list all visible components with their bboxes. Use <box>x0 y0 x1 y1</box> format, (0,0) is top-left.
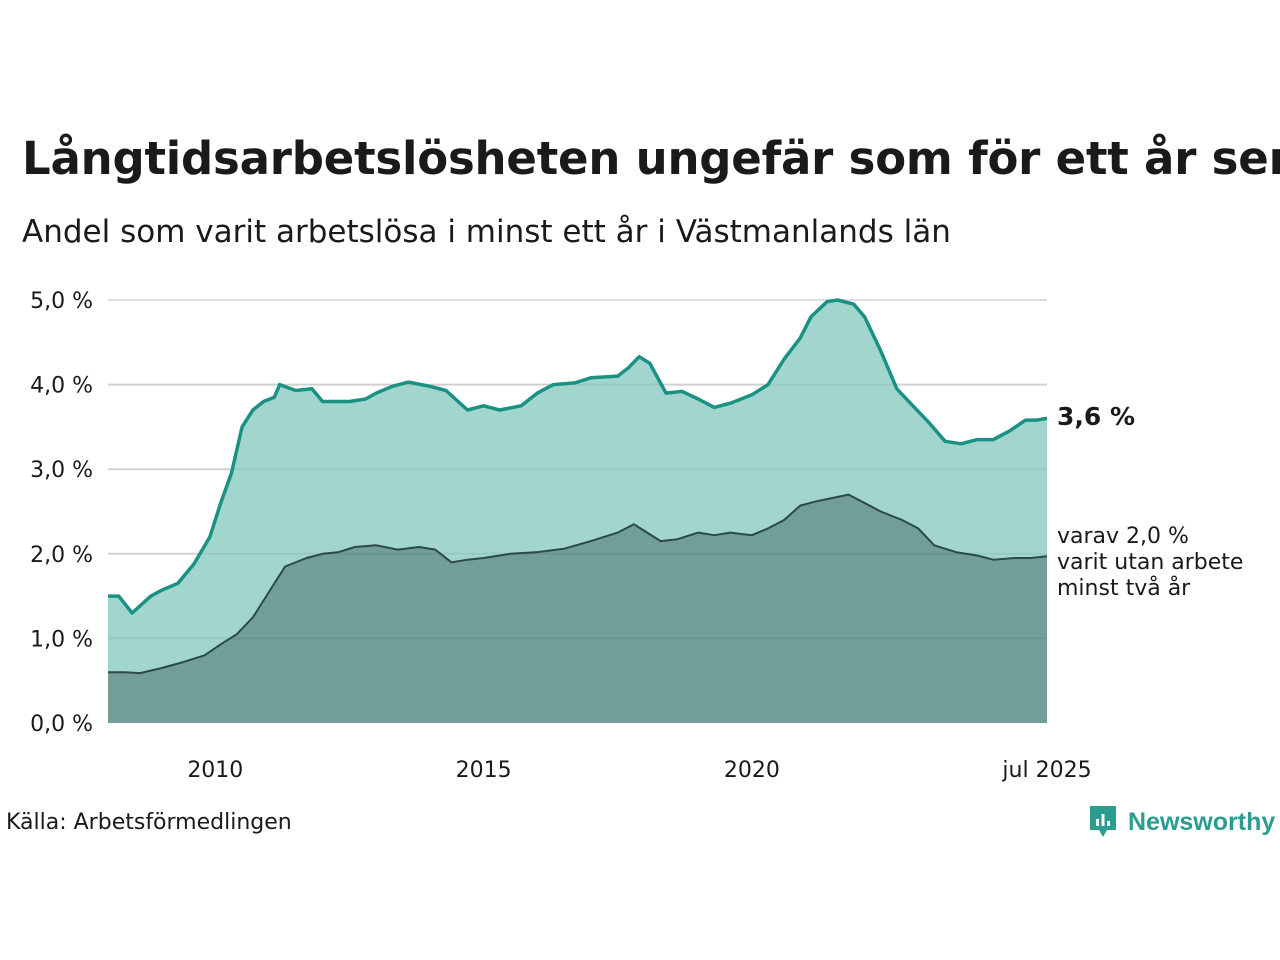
series-line-two-years <box>108 493 1048 675</box>
source-note: Källa: Arbetsförmedlingen <box>6 810 292 835</box>
chart-title: Långtidsarbetslösheten ungefär som för e… <box>22 132 1280 185</box>
x-tick-label: 2010 <box>187 758 243 783</box>
y-tick-label: 4,0 % <box>30 374 93 399</box>
newsworthy-logo-icon <box>1090 806 1116 837</box>
chart-subtitle: Andel som varit arbetslösa i minst ett å… <box>22 214 951 250</box>
y-tick-label: 2,0 % <box>30 543 93 568</box>
sub-annotation-line: minst två år <box>1057 576 1191 601</box>
y-tick-label: 5,0 % <box>30 289 93 314</box>
brand-name: Newsworthy <box>1128 807 1276 836</box>
x-tick-label: 2015 <box>456 758 512 783</box>
x-tick-label: jul 2025 <box>1001 758 1091 783</box>
y-tick-label: 3,0 % <box>30 458 93 483</box>
sub-annotation-line: varav 2,0 % <box>1057 524 1189 549</box>
sub-series-annotation: varav 2,0 % varit utan arbete minst två … <box>1057 524 1243 602</box>
x-tick-label: 2020 <box>724 758 780 783</box>
latest-value-label: 3,6 % <box>1057 402 1136 431</box>
y-tick-label: 0,0 % <box>30 712 93 737</box>
brand-logo: Newsworthy <box>1088 804 1275 840</box>
sub-annotation-line: varit utan arbete <box>1057 550 1244 575</box>
y-tick-label: 1,0 % <box>30 627 93 652</box>
series-line-total <box>108 298 1048 615</box>
